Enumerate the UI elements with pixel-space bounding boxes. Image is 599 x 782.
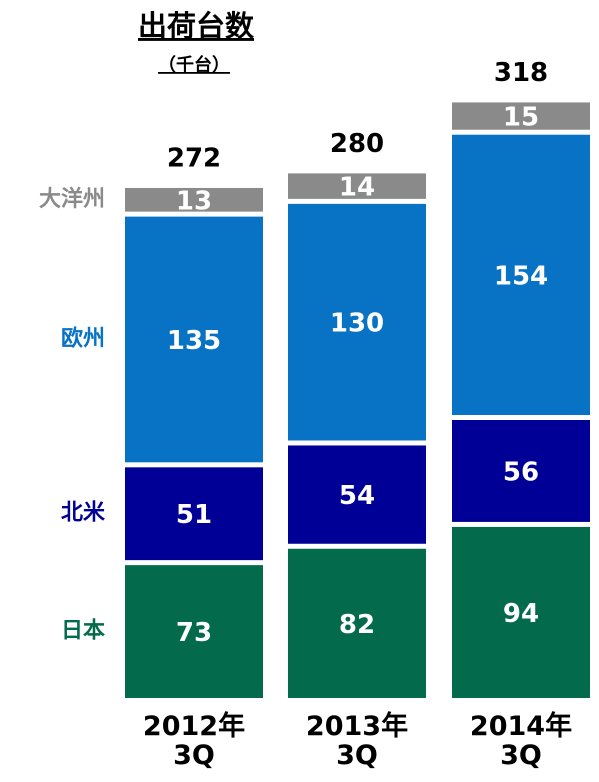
value-label: 15 <box>503 103 539 133</box>
bar-segment <box>288 173 426 199</box>
value-label: 13 <box>176 186 212 216</box>
chart-subtitle: （千台） <box>158 54 230 76</box>
bar-segment <box>288 548 426 698</box>
chart-title: 出荷台数 <box>138 9 255 43</box>
value-label: 56 <box>503 457 539 487</box>
x-tick-label: 2014年 3Q <box>469 711 573 771</box>
value-label: 135 <box>167 326 221 356</box>
bar-segment <box>288 203 426 441</box>
value-label: 54 <box>339 481 375 511</box>
legend-label: 日本 <box>61 619 105 644</box>
total-label: 272 <box>167 143 221 173</box>
bar-segment <box>452 526 590 698</box>
bar-segment <box>288 445 426 544</box>
legend-label: 大洋州 <box>39 186 105 212</box>
bar-segment <box>452 420 590 522</box>
bar-segment <box>452 134 590 415</box>
value-label: 130 <box>330 309 384 339</box>
x-tick-label: 2013年 3Q <box>305 711 409 771</box>
value-label: 14 <box>339 173 375 203</box>
total-label: 280 <box>330 129 384 159</box>
bar-segment <box>125 467 263 561</box>
value-label: 51 <box>176 500 212 530</box>
bar-segment <box>125 187 263 212</box>
bar-segment <box>452 102 590 130</box>
bar-segment <box>125 565 263 698</box>
value-label: 94 <box>503 599 539 629</box>
value-label: 73 <box>176 618 212 648</box>
legend-label: 北米 <box>61 501 106 526</box>
bar-segment <box>125 216 263 463</box>
legend-label: 欧州 <box>61 325 105 351</box>
total-label: 318 <box>494 58 548 88</box>
x-tick-label: 2012年 3Q <box>142 711 246 771</box>
value-label: 82 <box>339 610 375 640</box>
value-label: 154 <box>494 261 548 291</box>
